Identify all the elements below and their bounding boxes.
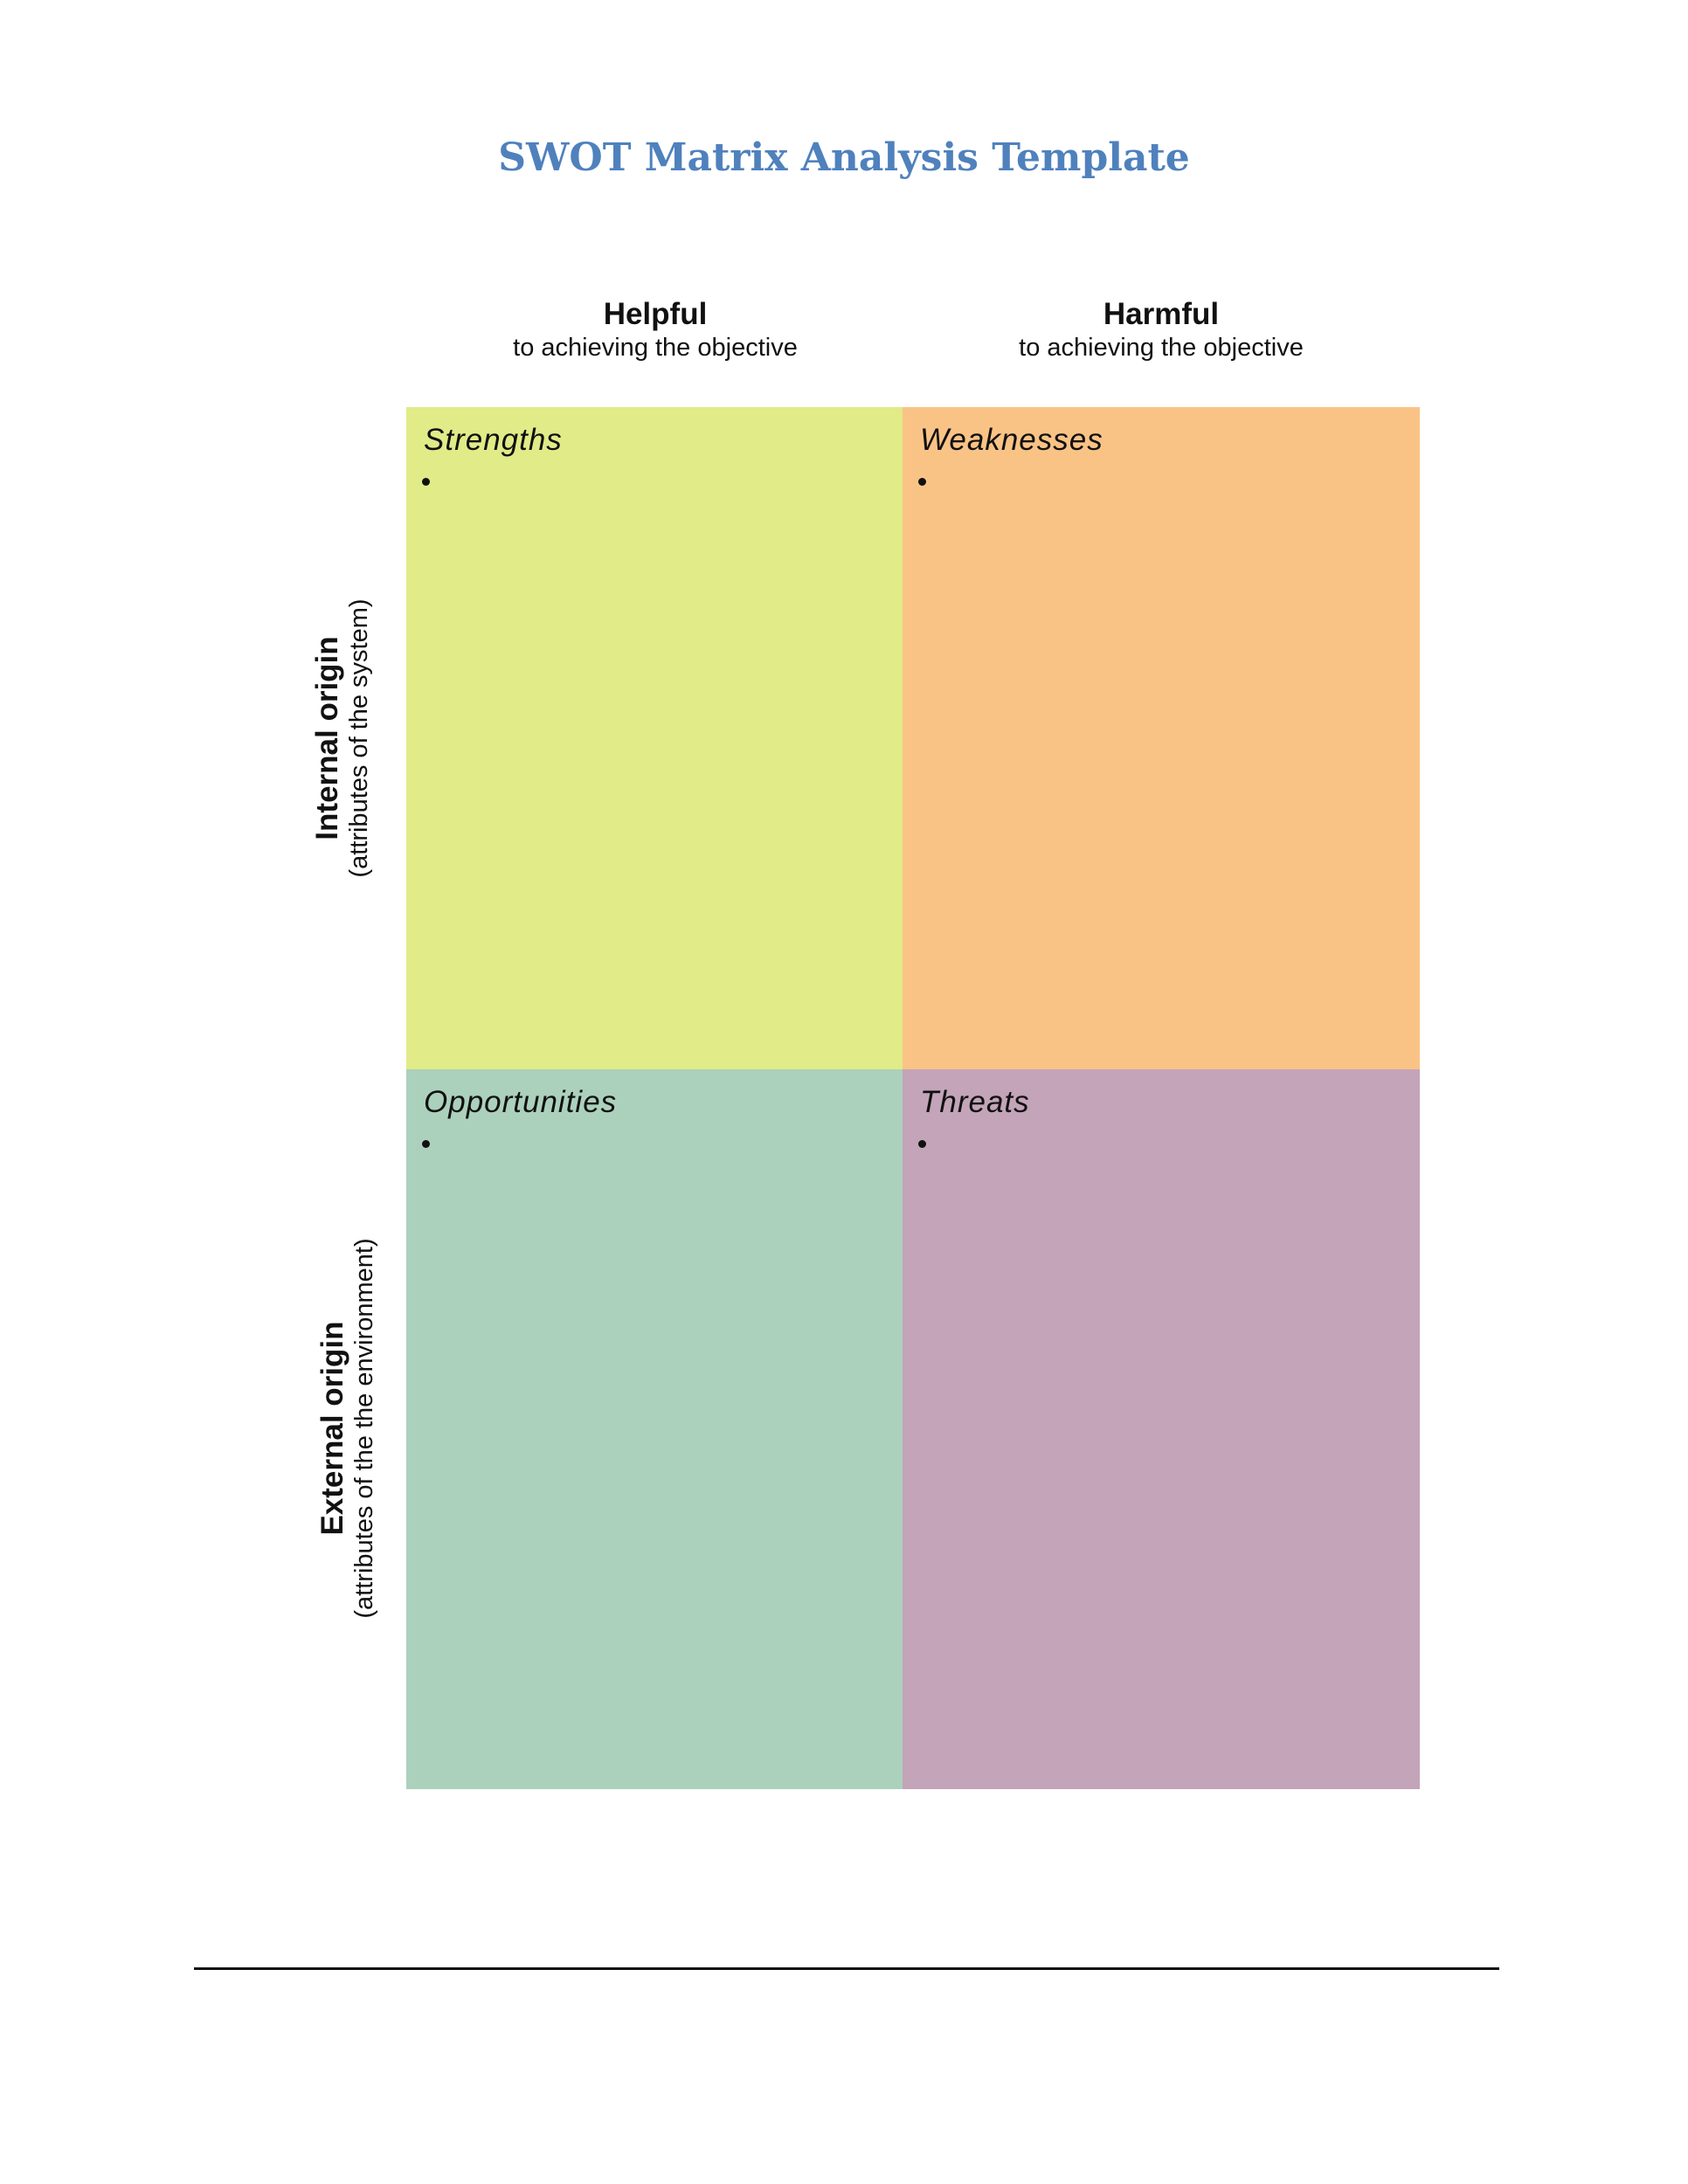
quadrant-strengths-list[interactable] bbox=[424, 467, 885, 498]
quadrant-opportunities-list[interactable] bbox=[424, 1129, 885, 1160]
row-header-external-sublabel: (attributes of the the environment) bbox=[350, 1238, 379, 1619]
quadrant-threats-list[interactable] bbox=[920, 1129, 1402, 1160]
quadrant-weaknesses-title: Weaknesses bbox=[920, 423, 1103, 457]
quadrant-opportunities-title: Opportunities bbox=[424, 1085, 618, 1119]
list-item[interactable] bbox=[443, 1129, 885, 1160]
quadrant-strengths-title: Strengths bbox=[424, 423, 563, 457]
column-header-helpful: Helpful to achieving the objective bbox=[406, 297, 904, 363]
column-header-harmful-sublabel: to achieving the objective bbox=[1019, 334, 1304, 363]
row-header-internal-label: Internal origin bbox=[310, 636, 345, 840]
quadrant-threats-title: Threats bbox=[920, 1085, 1030, 1119]
quadrant-weaknesses[interactable]: Weaknesses bbox=[903, 407, 1420, 1069]
row-header-external: External origin (attributes of the the e… bbox=[315, 1238, 380, 1618]
row-header-external-label: External origin bbox=[315, 1321, 350, 1536]
column-header-helpful-label: Helpful bbox=[603, 297, 708, 331]
list-item[interactable] bbox=[939, 1129, 1402, 1160]
page-title: SWOT Matrix Analysis Template bbox=[498, 135, 1190, 180]
column-header-harmful: Harmful to achieving the objective bbox=[903, 297, 1420, 363]
footer-divider bbox=[194, 1967, 1499, 1970]
list-item[interactable] bbox=[939, 467, 1402, 498]
list-item[interactable] bbox=[443, 467, 885, 498]
column-header-helpful-sublabel: to achieving the objective bbox=[513, 334, 798, 363]
quadrant-weaknesses-list[interactable] bbox=[920, 467, 1402, 498]
quadrant-opportunities[interactable]: Opportunities bbox=[406, 1069, 903, 1789]
quadrant-threats[interactable]: Threats bbox=[903, 1069, 1420, 1789]
row-header-internal: Internal origin (attributes of the syste… bbox=[310, 598, 375, 877]
column-header-harmful-label: Harmful bbox=[1103, 297, 1220, 331]
row-header-internal-sublabel: (attributes of the system) bbox=[345, 598, 374, 878]
quadrant-strengths[interactable]: Strengths bbox=[406, 407, 903, 1069]
